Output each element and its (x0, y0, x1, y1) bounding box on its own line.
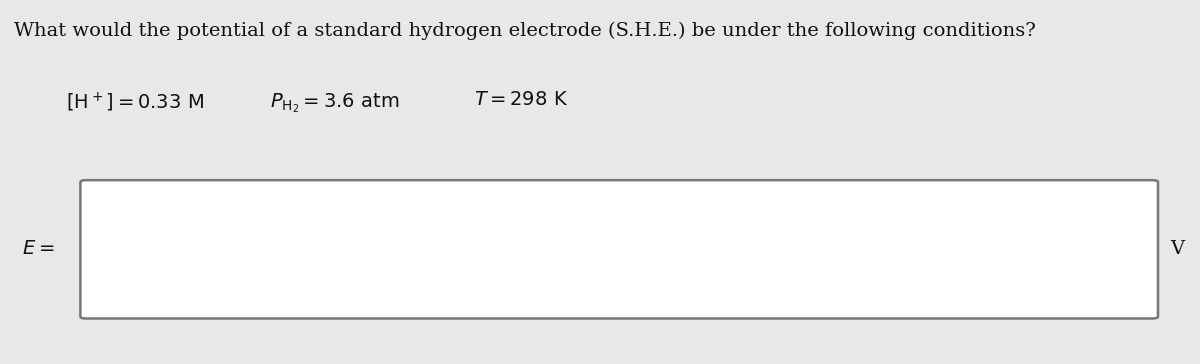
Text: $[\mathrm{H}^+] = 0.33\ \mathrm{M}$: $[\mathrm{H}^+] = 0.33\ \mathrm{M}$ (66, 91, 204, 114)
Text: What would the potential of a standard hydrogen electrode (S.H.E.) be under the : What would the potential of a standard h… (14, 22, 1037, 40)
Text: $T = 298\ \mathrm{K}$: $T = 298\ \mathrm{K}$ (474, 91, 568, 109)
Text: $P_{\mathrm{H}_2} = 3.6\ \mathrm{atm}$: $P_{\mathrm{H}_2} = 3.6\ \mathrm{atm}$ (270, 91, 400, 115)
FancyBboxPatch shape (80, 180, 1158, 318)
Text: V: V (1170, 240, 1184, 258)
Text: $E =$: $E =$ (22, 240, 54, 258)
